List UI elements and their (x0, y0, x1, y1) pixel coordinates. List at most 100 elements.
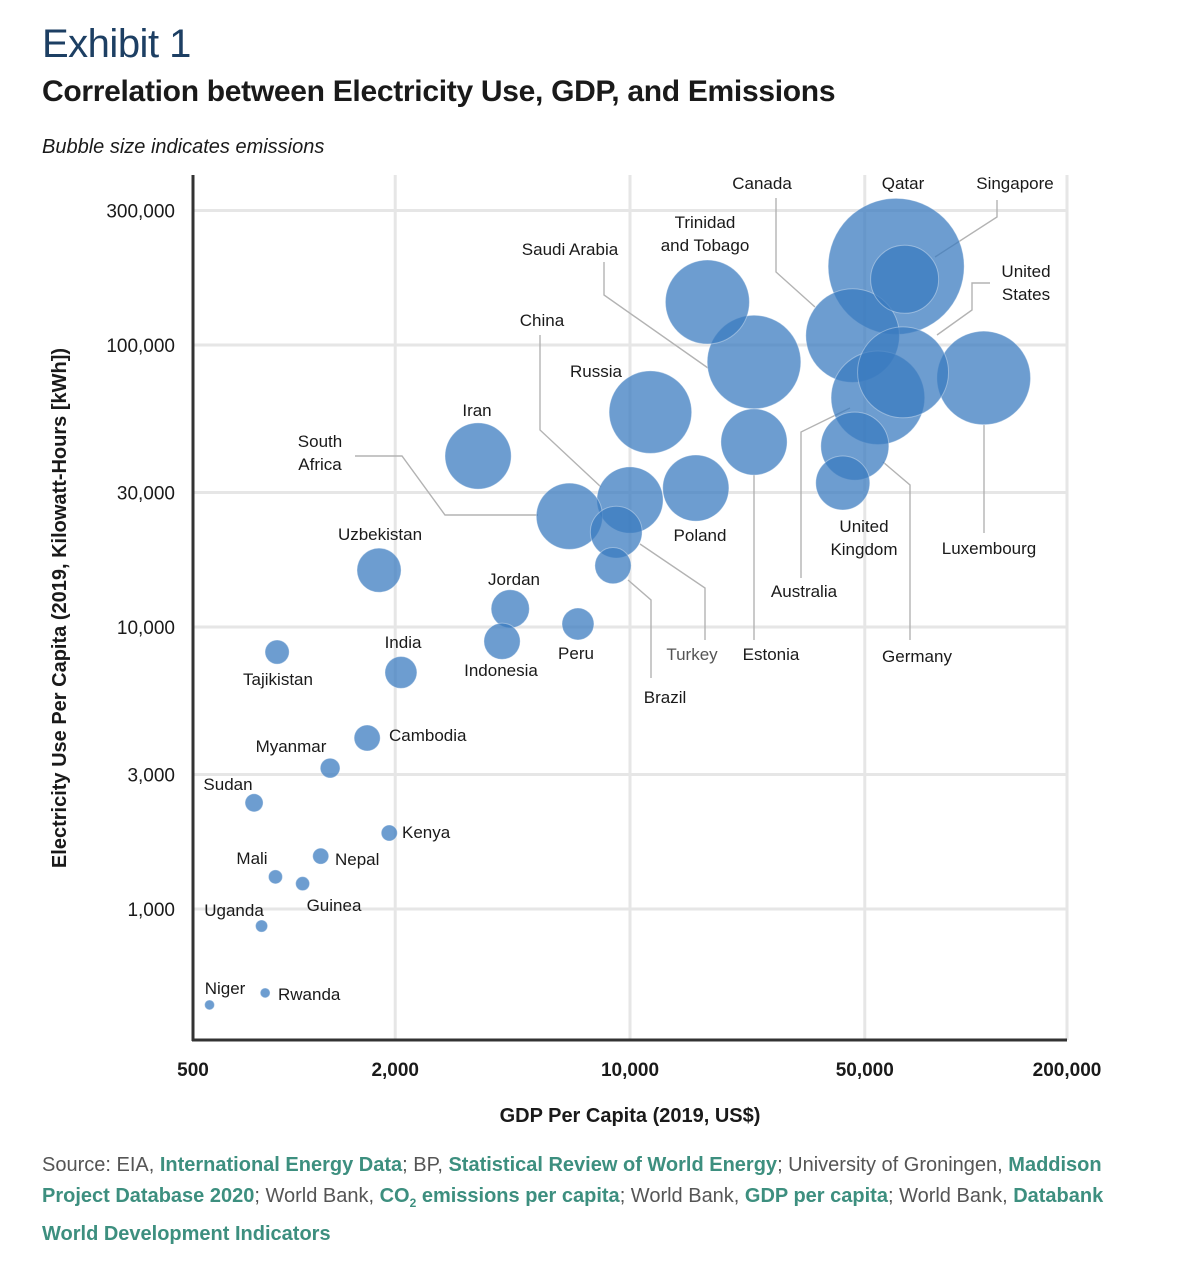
bubble-nepal[interactable] (312, 847, 330, 865)
leader-line (800, 407, 851, 578)
bubble-luxembourg[interactable] (936, 330, 1032, 426)
bubble-india[interactable] (384, 655, 418, 689)
x-tick-label: 2,000 (371, 1060, 419, 1081)
point-label: Indonesia (464, 661, 538, 680)
leader-line (603, 262, 709, 369)
point-label: Brazil (644, 688, 687, 707)
source-text: ; World Bank, (619, 1185, 745, 1207)
bubble-singapore[interactable] (870, 244, 940, 314)
bubble-indonesia[interactable] (483, 622, 521, 660)
point-label: Germany (882, 647, 952, 666)
point-label: United Kingdom (830, 517, 897, 559)
source-link[interactable]: 2 (409, 1196, 417, 1210)
leader-line (882, 461, 911, 640)
source-link[interactable]: Maddison Project Database 2020 (42, 1154, 1102, 1207)
bubble-russia[interactable] (608, 370, 693, 454)
point-label: Singapore (976, 174, 1054, 193)
leader-line (539, 335, 602, 488)
bubble-trinidad-and-tobago[interactable] (664, 259, 750, 345)
axes: 500 2,000 10,000 50,000 200,000 1,000 3,000 10,… (106, 175, 1101, 1081)
point-label: Qatar (882, 174, 925, 193)
bubble-guinea[interactable] (295, 876, 311, 892)
leader-lines (355, 198, 998, 678)
point-label: China (520, 311, 565, 330)
bubble-tajikistan[interactable] (264, 639, 290, 665)
point-label: Poland (674, 526, 727, 545)
point-label: Mali (236, 849, 267, 868)
y-tick-label: 10,000 (117, 618, 175, 639)
source-link[interactable]: Statistical Review of World Energy (448, 1154, 778, 1176)
source-text: ; University of Groningen, (777, 1154, 1009, 1176)
point-label-line: Kingdom (830, 540, 897, 559)
source-link[interactable]: CO (379, 1185, 410, 1207)
bubble-uganda[interactable] (255, 919, 269, 933)
point-label: Uzbekistan (338, 525, 422, 544)
source-text: ; World Bank, (887, 1185, 1014, 1207)
point-label-line: Africa (298, 455, 342, 474)
y-tick-label: 1,000 (127, 900, 175, 921)
bubble-kenya[interactable] (380, 824, 398, 842)
bubble-jordan[interactable] (490, 589, 530, 629)
point-label: United States (1001, 262, 1050, 304)
bubble-peru[interactable] (561, 607, 595, 641)
bubble-niger[interactable] (204, 999, 215, 1011)
chart-subtitle: Bubble size indicates emissions (42, 136, 325, 158)
y-tick-label: 100,000 (106, 336, 175, 357)
point-label: Luxembourg (942, 539, 1037, 558)
point-label-line: South (298, 432, 342, 451)
bubble-iran[interactable] (444, 422, 512, 490)
leader-line (355, 455, 538, 516)
x-tick-label: 10,000 (601, 1060, 659, 1081)
point-label: Jordan (488, 570, 540, 589)
bubble-cambodia[interactable] (353, 724, 381, 752)
bubble-saudi-arabia[interactable] (706, 314, 802, 410)
bubble-rwanda[interactable] (259, 987, 271, 999)
leader-line (936, 282, 990, 336)
source-link[interactable]: Databank World Development Indicators (42, 1185, 1104, 1245)
point-label: Canada (732, 174, 792, 193)
point-label-line: Trinidad (675, 213, 736, 232)
chart-title: Correlation between Electricity Use, GDP… (42, 75, 836, 108)
point-label: Tajikistan (243, 670, 313, 689)
point-label: Rwanda (278, 985, 341, 1004)
point-label-line: United (839, 517, 888, 536)
point-label-line: States (1002, 285, 1050, 304)
bubble-sudan[interactable] (244, 793, 264, 813)
point-label-line: and Tobago (661, 236, 750, 255)
source-note: Source: EIA, International Energy Data ; … (42, 1150, 1122, 1250)
bubble-poland[interactable] (662, 454, 730, 522)
point-label: South Africa (298, 432, 342, 474)
point-label: Peru (558, 644, 594, 663)
point-label: Guinea (307, 896, 362, 915)
point-label-line: United (1001, 262, 1050, 281)
point-label: Turkey (666, 645, 718, 664)
source-link[interactable]: International Energy Data (159, 1154, 403, 1176)
bubbles (204, 197, 1032, 1011)
point-label: Myanmar (256, 737, 327, 756)
point-label: Uganda (204, 901, 264, 920)
point-labels: Qatar Singapore Canada United States Australi… (203, 174, 1053, 1004)
point-label: Trinidad and Tobago (661, 213, 750, 255)
leader-line (627, 579, 652, 678)
point-label: Sudan (203, 775, 252, 794)
point-label: Russia (570, 362, 623, 381)
y-tick-label: 300,000 (106, 201, 175, 222)
source-link[interactable]: GDP per capita (744, 1185, 888, 1207)
x-tick-label: 50,000 (836, 1060, 894, 1081)
bubble-estonia[interactable] (720, 408, 788, 476)
point-label: India (385, 633, 422, 652)
leader-line (639, 543, 706, 640)
source-text: Source: EIA, (42, 1154, 160, 1176)
bubble-united-states[interactable] (857, 326, 950, 419)
bubble-uzbekistan[interactable] (356, 547, 402, 593)
source-link[interactable]: emissions per capita (416, 1185, 620, 1207)
bubble-mali[interactable] (267, 869, 283, 885)
x-axis-label: GDP Per Capita (2019, US$) (500, 1105, 761, 1127)
bubble-united-kingdom[interactable] (815, 455, 871, 511)
point-label: Estonia (743, 645, 800, 664)
bubble-brazil[interactable] (594, 547, 632, 585)
point-label: Cambodia (389, 726, 467, 745)
y-axis-label: Electricity Use Per Capita (2019, Kilowa… (49, 348, 71, 868)
point-label: Kenya (402, 823, 451, 842)
bubble-myanmar[interactable] (319, 757, 341, 779)
